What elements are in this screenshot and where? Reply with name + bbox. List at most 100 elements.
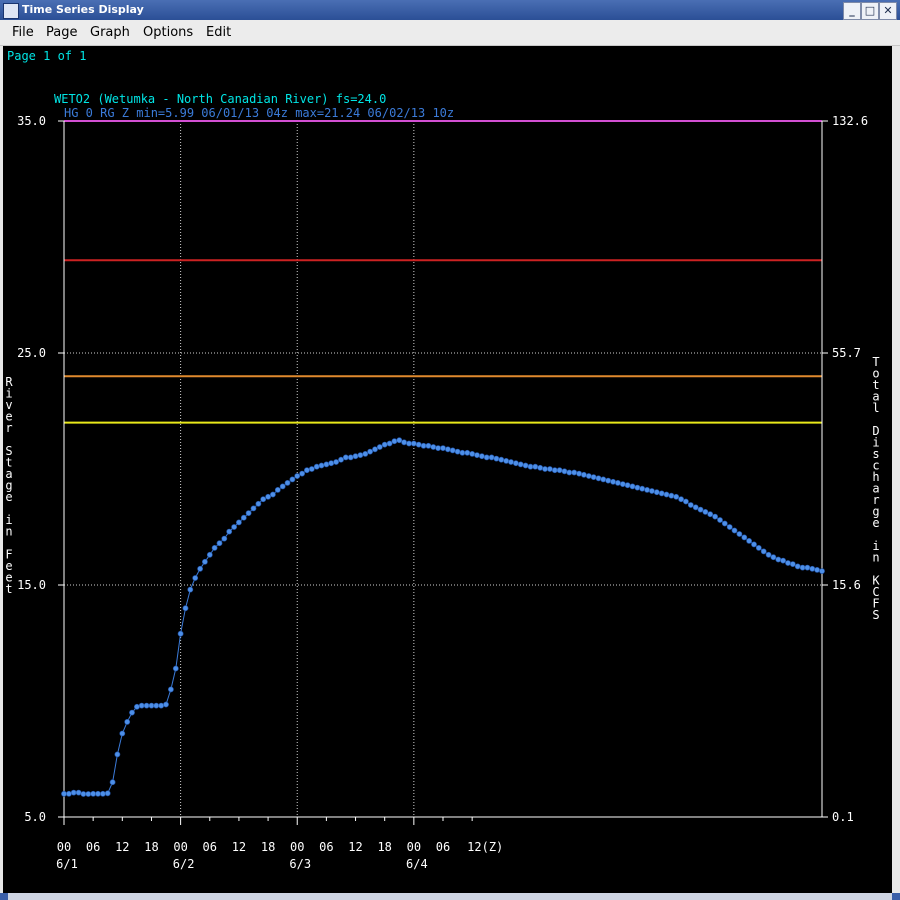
menu-page[interactable]: Page [46,25,78,40]
axes [58,120,828,825]
series-point [303,467,310,474]
series-point [206,551,213,558]
series-point [187,586,194,593]
series-point [415,441,422,448]
maximize-button[interactable]: □ [861,2,879,20]
x-day-label: 6/1 [56,857,78,871]
series-point [547,466,553,472]
series-point [755,545,762,551]
series-point [488,454,495,461]
series-point [318,462,325,469]
series-point [289,476,296,483]
series-point [308,466,315,472]
series-point [634,484,641,491]
series-point [464,449,471,456]
series-point [556,467,563,474]
x-tick-label: 12 [232,840,246,854]
minimize-button[interactable]: _ [843,2,861,20]
series-point [406,440,412,447]
x-tick-label: 12(Z) [467,840,503,854]
series-point [342,454,349,461]
resize-handle-right[interactable] [892,893,900,900]
series-point [717,517,723,523]
series-point [274,486,281,493]
series-point [571,469,578,476]
series-point [615,479,621,486]
series-point [430,444,437,450]
series-point [240,514,247,521]
series-point [420,442,427,449]
series-point [508,459,514,465]
series-point [459,449,466,456]
series-point [153,702,160,709]
x-day-label: 6/4 [406,857,428,871]
series-point [410,440,417,447]
x-tick-label: 06 [86,840,100,854]
series-point [323,461,330,468]
window-bottom-frame[interactable] [0,893,900,900]
x-day-label: 6/3 [289,857,311,871]
page-indicator: Page 1 of 1 [7,49,86,63]
menubar: File Page Graph Options Edit [0,20,900,46]
series-point [269,491,276,498]
series-point [425,442,432,449]
series-point [138,702,145,709]
series-point [313,463,320,470]
series-point [731,527,738,534]
series-point [522,462,529,469]
series-point [391,438,398,445]
series-point [498,456,505,463]
series-point [279,483,286,490]
series-point [172,665,179,672]
series-point [726,524,733,530]
series-point [294,473,301,479]
series-point [163,701,169,708]
series-point [226,528,233,535]
series-point [610,478,616,485]
series-point [663,491,670,498]
series-point [129,709,135,716]
series-point [352,453,359,460]
series-point [449,447,456,454]
series-point [333,459,339,465]
x-tick-label: 18 [261,840,275,854]
series-point [109,779,116,786]
series-point [741,534,748,541]
series-point [576,470,582,477]
menu-graph[interactable]: Graph [90,25,130,40]
series-point [454,448,461,455]
menu-edit[interactable]: Edit [206,25,232,40]
x-tick-label: 06 [203,840,217,854]
series-point [794,563,801,570]
window-title: Time Series Display [22,3,144,16]
series-point [381,441,388,448]
series-point [177,630,184,637]
series-point [760,548,767,555]
series-point [167,686,174,693]
series-point [440,445,446,451]
series-point [561,468,568,475]
series-point [216,540,223,547]
series-point [653,489,660,496]
plot-area: Page 1 of 1 WETO2 (Wetumka - North Canad… [3,46,892,893]
series-point [260,496,267,503]
y-tick-label: 15.0 [17,578,46,592]
series-point [235,519,242,526]
series-point [328,460,335,467]
series-point [517,461,524,468]
series-point [542,466,548,472]
resize-handle-left[interactable] [0,893,8,900]
series-point [90,790,97,797]
menu-options[interactable]: Options [143,25,194,40]
series-point [644,486,650,493]
series-point [687,502,694,508]
series-point [386,440,393,447]
grid-lines [64,121,822,817]
series-point [338,456,344,463]
series-point [284,479,291,486]
series-point [707,511,714,518]
close-button[interactable]: ✕ [879,2,897,20]
series-point [95,790,101,797]
menu-file[interactable]: File [12,25,34,40]
series-point [158,702,165,709]
